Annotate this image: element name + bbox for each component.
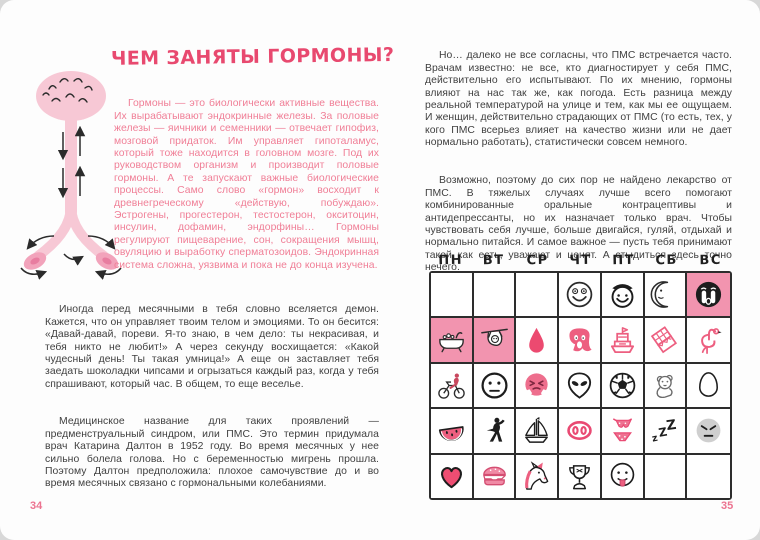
calendar-cell: [559, 363, 602, 410]
calendar-cell: [431, 273, 474, 319]
calendar-day-header: ЧТ: [569, 252, 592, 269]
screaming-face-icon: [564, 325, 595, 356]
calendar-cell: [644, 273, 688, 319]
body-paragraph-1: Иногда перед месячными в тебя словно все…: [45, 304, 379, 390]
calendar-cell: [559, 409, 602, 455]
calendar-day-header: ВТ: [482, 252, 505, 269]
calendar-cell: [601, 318, 645, 364]
calendar-cell: [559, 318, 602, 364]
svg-text:z: z: [651, 433, 659, 445]
calendar-cell: [516, 273, 560, 319]
calendar-cell: [687, 273, 730, 319]
hormone-gland-illustration: [20, 71, 122, 280]
brain-squiggles: [42, 78, 93, 103]
calendar-cell: [473, 409, 517, 455]
calendar-day-header: СБ: [655, 252, 679, 269]
page-number-left: 34: [30, 500, 43, 512]
teddy-bear-icon: [649, 370, 680, 401]
calendar-day-header: ПТ: [612, 252, 636, 269]
calendar-cell: [473, 318, 517, 364]
crying-face-icon: [693, 279, 724, 310]
flow-arrows: [20, 125, 122, 280]
gland-branch-right: [66, 201, 109, 261]
grey-angry-face-icon: [693, 415, 724, 446]
heart-icon: [436, 461, 467, 492]
calendar-day-header: ВС: [698, 252, 722, 269]
calendar-cell: [473, 363, 517, 410]
burger-icon: [479, 461, 510, 492]
calendar-cell: [516, 318, 560, 364]
calendar-cell: [431, 318, 474, 364]
calendar-cell: [601, 454, 645, 498]
angel-face-icon: [607, 279, 638, 310]
calendar-cell: [601, 363, 645, 410]
egg-icon: [693, 370, 724, 401]
sailboat-icon: [521, 415, 552, 446]
calendar-cell: [559, 273, 602, 319]
calendar-cell: [473, 273, 517, 319]
calendar-cell: [431, 454, 474, 498]
blood-drop-icon: [521, 325, 552, 356]
chocolate-icon: [649, 325, 680, 356]
svg-text:Z: Z: [666, 417, 678, 434]
pig-nose-icon: [564, 415, 595, 446]
calendar-cell: [644, 318, 688, 364]
neutral-face-icon: [479, 370, 510, 401]
body-paragraph-4: Возможно, поэтому до сих пор не найдено …: [425, 175, 732, 274]
calendar-cell: [431, 363, 474, 410]
calendar-cell: [431, 409, 474, 455]
calendar-cell: [516, 454, 560, 498]
tongue-face-icon: [607, 461, 638, 492]
unicorn-icon: [521, 461, 552, 492]
cyclist-icon: [436, 370, 467, 401]
calendar-cell: [516, 409, 560, 455]
svg-text:Z: Z: [658, 425, 669, 440]
calendar-cell: [687, 363, 730, 410]
bikini-icon: [607, 415, 638, 446]
calendar-cell: [687, 318, 730, 364]
crescent-moon-icon: [649, 279, 680, 310]
calendar-cell: [687, 409, 730, 455]
bathtub-icon: [436, 325, 467, 356]
smiling-face-icon: [564, 279, 595, 310]
calendar-day-header: ПН: [438, 252, 464, 269]
brain-shape: [36, 71, 106, 121]
calendar-cell: [644, 454, 688, 498]
body-paragraph-2: Медицинское название для таких проявлени…: [45, 416, 379, 490]
calendar-cell: [559, 454, 602, 498]
alien-icon: [564, 370, 595, 401]
watermelon-icon: [436, 415, 467, 446]
ship-icon: [607, 325, 638, 356]
dancer-icon: [479, 415, 510, 446]
flamingo-icon: [693, 325, 724, 356]
calendar-cell: [644, 363, 688, 410]
calendar-day-header: СР: [526, 252, 549, 269]
sloth-icon: [479, 325, 510, 356]
calendar-cell: [687, 454, 730, 498]
page-number-right: 35: [721, 500, 734, 512]
calendar-cell: [473, 454, 517, 498]
intro-paragraph: Гормоны — это биологически активные веще…: [114, 98, 379, 271]
steam-face-icon: [521, 370, 552, 401]
calendar-cell: [516, 363, 560, 410]
soccer-ball-icon: [607, 370, 638, 401]
calendar-cell: [601, 273, 645, 319]
trophy-icon: [564, 461, 595, 492]
calendar-header-row: ПН ВТ СР ЧТ ПТ СБ ВС: [429, 253, 732, 268]
calendar-cell: [601, 409, 645, 455]
body-paragraph-3: Но… далеко не все согласны, что ПМС встр…: [425, 50, 732, 149]
